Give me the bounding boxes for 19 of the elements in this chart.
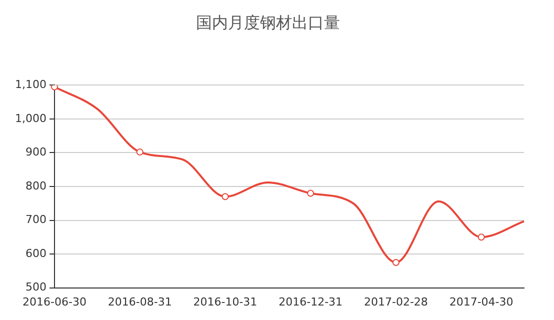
x-tick-label: 2017-02-28 [364,295,428,308]
point [392,258,400,266]
x-tick-label: 2016-08-31 [108,295,172,308]
y-tick-label: 700 [25,213,46,226]
x-tick-label: 2016-06-30 [22,295,86,308]
y-tick-label: 900 [25,146,46,159]
y-tick-label: 1,100 [14,78,46,92]
x-tick-label: 2016-10-31 [193,295,258,308]
point [307,190,314,197]
chart-title: 国内月度钢材出口量 [196,12,340,32]
y-tick-label: 800 [25,179,46,192]
point [136,148,144,156]
x-tick-label: 2017-04-30 [449,295,514,308]
x-tick-label: 2016-12-31 [278,295,343,308]
y-tick-label: 600 [25,246,46,260]
y-tick-label: 1,000 [14,112,46,125]
y-tick-label: 500 [25,280,46,294]
point [222,193,229,200]
point [478,234,485,241]
